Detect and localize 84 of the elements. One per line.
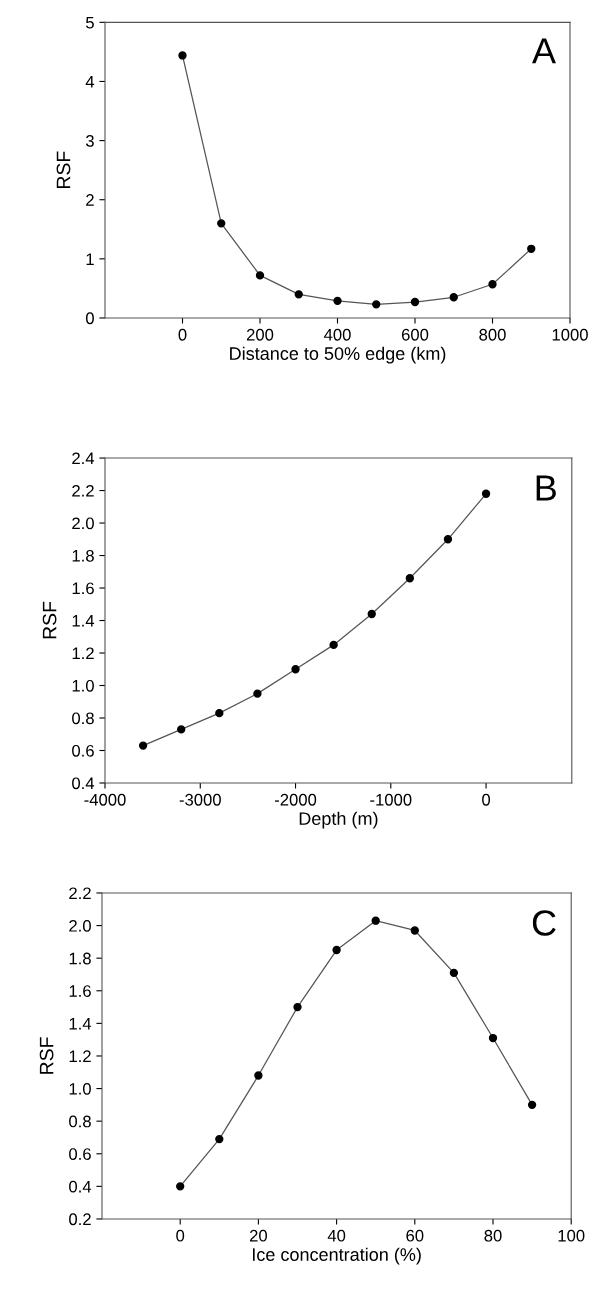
- point: [215, 1134, 224, 1144]
- x-axis-title: Ice concentration (%): [252, 1247, 421, 1265]
- y-tick-label: 1.0: [72, 679, 94, 692]
- y-tick-label: 1.4: [69, 1017, 92, 1030]
- x-tick-label: 1000: [552, 328, 588, 341]
- x-tick-label: 600: [401, 328, 429, 341]
- y-tick-label: 0.8: [72, 712, 94, 725]
- y-tick-label: 0.6: [69, 1148, 91, 1160]
- point: [410, 926, 419, 935]
- y-tick-label: 1.0: [69, 1082, 91, 1095]
- x-tick-label: -2000: [274, 793, 317, 806]
- point: [329, 640, 338, 650]
- point: [215, 708, 224, 718]
- x-tick-label: 80: [484, 1229, 502, 1242]
- point: [333, 296, 342, 305]
- point: [255, 271, 265, 280]
- point: [488, 280, 497, 289]
- y-tick-label: 2: [86, 194, 94, 206]
- point: [176, 1182, 185, 1191]
- y-tick-label: 0.4: [69, 1180, 92, 1193]
- x-tick-label: 0: [482, 793, 491, 806]
- y-axis-title: RSF: [42, 601, 57, 639]
- point: [178, 51, 187, 60]
- y-axis-title: RSF: [39, 1037, 54, 1074]
- x-tick-label: -3000: [179, 793, 221, 806]
- x-tick-label: 0: [178, 328, 187, 341]
- point: [405, 574, 415, 583]
- point: [527, 244, 536, 253]
- chart-title: A: [532, 38, 556, 64]
- x-axis-title: Depth (m): [299, 811, 378, 829]
- point: [138, 741, 148, 750]
- y-tick-label: 2.0: [72, 517, 94, 530]
- point: [527, 1100, 537, 1110]
- x-tick-label: 60: [406, 1229, 424, 1242]
- point: [449, 293, 458, 302]
- x-tick-label: 200: [246, 328, 274, 341]
- x-tick-label: 40: [327, 1229, 346, 1242]
- x-axis-title: Distance to 50% edge (km): [230, 346, 446, 364]
- y-tick-label: 4: [85, 76, 95, 88]
- point: [291, 665, 300, 674]
- y-tick-label: 0.4: [72, 777, 95, 790]
- point: [253, 689, 262, 698]
- point: [481, 489, 491, 498]
- y-tick-label: 3: [85, 134, 94, 147]
- y-tick-label: 1.8: [72, 549, 94, 562]
- chart-title: C: [532, 910, 556, 936]
- y-tick-label: 2.2: [69, 887, 91, 900]
- point: [367, 609, 376, 619]
- point: [217, 219, 226, 228]
- y-tick-label: 1.2: [72, 647, 94, 660]
- point: [488, 1033, 498, 1043]
- y-tick-label: 5: [85, 16, 94, 29]
- x-tick-label: 400: [323, 328, 351, 341]
- x-tick-label: 800: [479, 328, 506, 341]
- point: [371, 916, 380, 925]
- point: [410, 297, 420, 307]
- x-tick-label: -1000: [370, 793, 412, 806]
- y-tick-label: 0.6: [72, 744, 94, 757]
- y-tick-label: 0: [85, 312, 94, 325]
- y-tick-label: 2.4: [72, 452, 95, 465]
- point: [293, 1002, 302, 1012]
- point: [443, 535, 453, 544]
- y-tick-label: 2.0: [69, 919, 91, 932]
- y-tick-label: 1.8: [69, 952, 91, 965]
- point: [254, 1071, 263, 1080]
- y-tick-label: 1.4: [72, 615, 95, 627]
- y-tick-label: 1.6: [72, 582, 94, 595]
- y-tick-label: 0.8: [69, 1115, 91, 1128]
- point: [177, 725, 186, 734]
- y-tick-label: 0.2: [69, 1213, 91, 1226]
- y-tick-label: 2.2: [72, 484, 94, 497]
- y-axis-title: RSF: [56, 151, 71, 188]
- y-tick-label: 1.6: [69, 985, 91, 997]
- y-tick-label: 1.2: [69, 1050, 91, 1063]
- x-tick-label: -4000: [84, 793, 126, 806]
- point: [372, 300, 381, 309]
- chart-title: B: [536, 475, 556, 501]
- x-tick-label: 100: [558, 1229, 585, 1242]
- point: [294, 290, 303, 299]
- point: [449, 968, 459, 978]
- y-tick-label: 1: [86, 253, 94, 265]
- x-tick-label: 20: [249, 1229, 268, 1242]
- x-tick-label: 0: [176, 1229, 185, 1242]
- point: [332, 945, 341, 955]
